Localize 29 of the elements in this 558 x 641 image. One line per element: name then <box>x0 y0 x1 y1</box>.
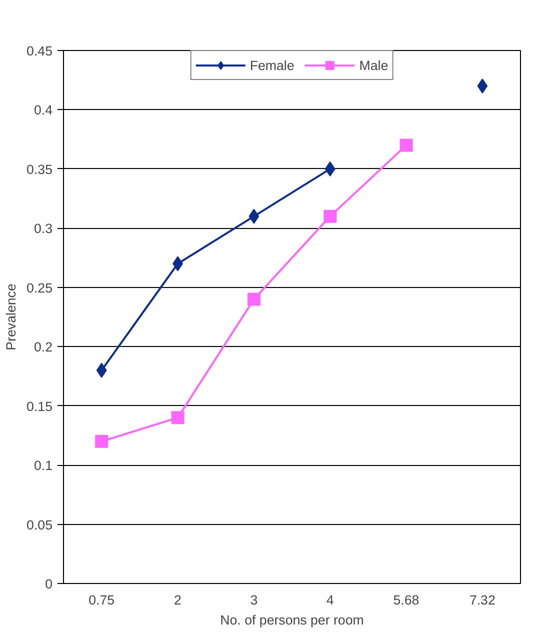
x-tick-label: 5.68 <box>393 592 420 608</box>
x-tick-label: 7.32 <box>469 592 496 608</box>
y-tick-label: 0.25 <box>26 280 53 296</box>
legend-label: Female <box>250 58 294 72</box>
legend-label: Male <box>359 58 388 72</box>
point <box>248 208 260 224</box>
point <box>96 362 107 378</box>
x-tick-label: 3 <box>250 592 258 608</box>
y-tick-label: 0.35 <box>26 162 53 177</box>
y-tick-label: 0.2 <box>34 340 53 355</box>
point <box>171 411 184 424</box>
point <box>95 434 108 448</box>
y-tick-label: 0.4 <box>34 102 54 118</box>
y-tick-label: 0.15 <box>26 398 53 414</box>
point <box>477 78 488 94</box>
x-axis-title: No. of persons per room <box>220 612 364 628</box>
y-tick-label: 0.45 <box>26 44 53 58</box>
y-axis-title: Prevalence <box>4 284 19 350</box>
y-tick-label: 0.05 <box>26 517 53 532</box>
point <box>247 292 260 306</box>
x-tick-label: 0.75 <box>88 592 115 608</box>
y-tick-label: 0.3 <box>34 221 53 236</box>
point <box>324 161 336 176</box>
x-tick-label: 2 <box>174 592 182 608</box>
y-tick-label: 0 <box>45 576 53 592</box>
y-tick-label: 0.1 <box>34 458 53 474</box>
point <box>324 210 337 223</box>
point <box>400 138 413 152</box>
x-tick-label: 4 <box>326 592 334 608</box>
